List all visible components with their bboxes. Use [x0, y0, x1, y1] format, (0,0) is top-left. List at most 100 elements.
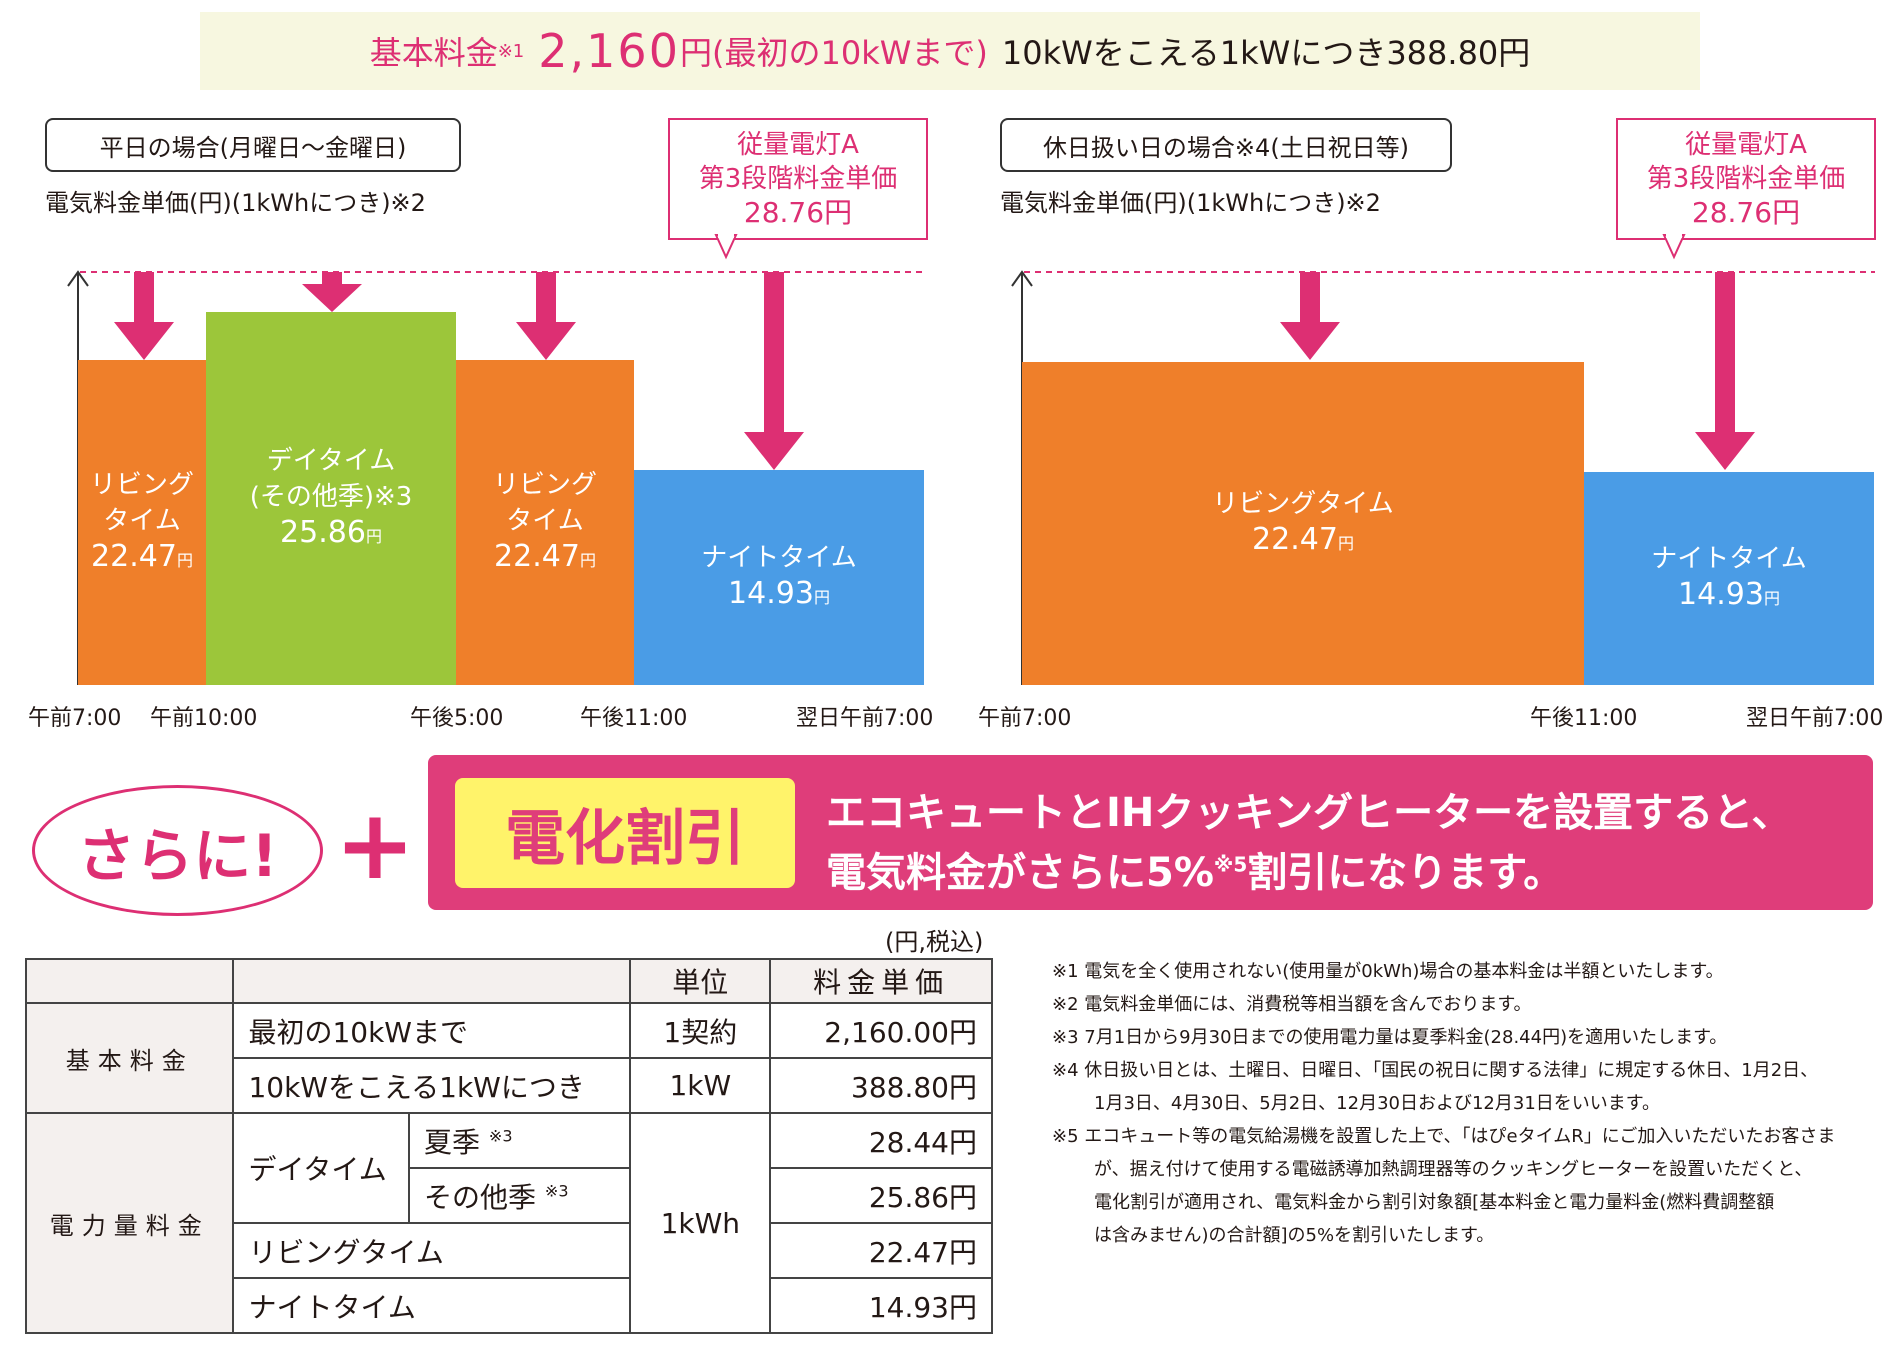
down-arrow-icon — [1280, 272, 1340, 360]
sarani-oval: さらに! — [32, 785, 323, 916]
row-price: 25.86円 — [769, 1167, 993, 1224]
basic-charge-condition: (最初の10kWまで) — [711, 34, 988, 72]
down-arrow-icon — [302, 272, 362, 312]
col-price-header: 料金単価 — [769, 958, 993, 1004]
col-unit-header: 単位 — [629, 958, 772, 1004]
promo-line-2b: 割引になります。 — [1247, 850, 1564, 896]
holiday-callout: 従量電灯A 第3段階料金単価 28.76円 — [1616, 118, 1876, 240]
promo-line-2a: 電気料金がさらに5% — [826, 850, 1214, 896]
footnote: ※1 電気を全く使用されない(使用量が0kWh)場合の基本料金は半額といたします… — [1052, 961, 1724, 982]
bar-label: ナイトタイム — [701, 542, 857, 573]
callout-line-1: 従量電灯A — [737, 130, 859, 160]
note-mark-3: ※3 — [488, 1126, 513, 1146]
bar-label: ナイトタイム — [1651, 543, 1807, 574]
bar-label: リビング — [89, 469, 194, 500]
row-unit: 1kW — [629, 1057, 772, 1114]
bar-label: タイム — [506, 505, 584, 536]
tick-label: 午後11:00 — [1530, 706, 1638, 731]
summer-label: 夏季 — [423, 1125, 480, 1159]
bar-label: デイタイム — [266, 445, 396, 476]
note-mark-3: ※3 — [544, 1181, 569, 1201]
basic-charge-label: 基本料金 — [369, 34, 498, 72]
row-unit: 1kWh — [629, 1112, 772, 1334]
footnote: は含みません)の合計額]の5%を割引いたします。 — [1094, 1225, 1495, 1246]
footnote: ※2 電気料金単価には、消費税等相当額を含んでおります。 — [1052, 994, 1532, 1015]
note-mark-1: ※1 — [497, 40, 525, 62]
row-label: デイタイム — [232, 1112, 410, 1224]
bar-price: 14.93 — [1678, 576, 1764, 612]
promo-line-2: 電気料金がさらに5%※5割引になります。 — [826, 840, 1563, 898]
footnote: ※5 エコキュート等の電気給湯機を設置した上で、「はぴeタイムR」にご加入いただ… — [1052, 1126, 1836, 1147]
bar-unit: 円 — [579, 550, 596, 570]
row-unit: 1契約 — [629, 1002, 772, 1059]
bar-price: 25.86 — [280, 514, 366, 550]
y-axis-arrow — [67, 270, 89, 287]
row-sublabel: その他季 ※3 — [407, 1167, 632, 1224]
row-label: 最初の10kWまで — [232, 1002, 632, 1059]
bar-label: タイム — [103, 505, 181, 536]
weekday-callout: 従量電灯A 第3段階料金単価 28.76円 — [668, 118, 928, 240]
y-axis-arrow — [1011, 270, 1033, 287]
bar-label: リビング — [492, 469, 597, 500]
basic-charge-price: 2,160 — [538, 24, 680, 78]
weekday-unit-label: 電気料金単価(円)(1kWhにつき)※2 — [45, 189, 426, 217]
callout-line-3: 28.76円 — [1691, 196, 1801, 229]
row-price: 2,160.00円 — [769, 1002, 993, 1059]
callout-tail — [1662, 234, 1686, 260]
yen-unit: 円 — [679, 34, 712, 72]
row-price: 388.80円 — [769, 1057, 993, 1114]
row-price: 14.93円 — [769, 1277, 993, 1334]
table-row: 基本料金 最初の10kWまで 1契約 2,160.00円 — [24, 1002, 993, 1114]
denka-discount-badge: 電化割引 — [455, 778, 795, 888]
callout-line-2: 第3段階料金単価 — [698, 164, 898, 194]
down-arrow-icon — [114, 272, 174, 360]
bar-price: 22.47 — [494, 538, 580, 574]
header-band: 基本料金 ※1 2,160 円 (最初の10kWまで) 10kWをこえる1kWに… — [200, 12, 1700, 90]
holiday-unit-label: 電気料金単価(円)(1kWhにつき)※2 — [1000, 189, 1381, 217]
rate-table: 単位 料金単価 基本料金 最初の10kWまで 1契約 2,160.00円 10k… — [24, 958, 993, 1334]
other-season-label: その他季 — [423, 1180, 536, 1214]
table-row: その他季 ※3 25.86円 — [26, 1167, 993, 1224]
tick-label: 午前7:00 — [978, 706, 1072, 731]
holiday-bar-night: ナイトタイム 14.93円 — [1584, 472, 1874, 685]
row-price: 28.44円 — [769, 1112, 993, 1169]
footnote: ※3 7月1日から9月30日までの使用電力量は夏季料金(28.44円)を適用いた… — [1052, 1027, 1728, 1048]
weekday-bar-living-1: リビング タイム 22.47円 — [78, 360, 206, 685]
row-label: リビングタイム — [232, 1222, 632, 1279]
plus-icon: + — [334, 789, 416, 901]
weekday-bar-night: ナイトタイム 14.93円 — [634, 470, 924, 685]
callout-line-2: 第3段階料金単価 — [1646, 164, 1846, 194]
header-line: 基本料金 ※1 2,160 円 (最初の10kWまで) 10kWをこえる1kWに… — [200, 12, 1700, 90]
footnote: ※4 休日扱い日とは、土曜日、日曜日、「国民の祝日に関する法律」に規定する休日、… — [1052, 1060, 1819, 1081]
callout-line-1: 従量電灯A — [1685, 130, 1807, 160]
weekday-bar-daytime: デイタイム (その他季)※3 25.86円 — [206, 312, 456, 685]
table-header-row: 単位 料金単価 — [24, 958, 993, 1004]
weekday-bar-living-2: リビング タイム 22.47円 — [456, 360, 634, 685]
callout-line-3: 28.76円 — [743, 196, 853, 229]
tick-label: 翌日午前7:00 — [1746, 706, 1884, 731]
bar-unit: 円 — [813, 587, 830, 607]
tick-label: 翌日午前7:00 — [796, 706, 934, 731]
additional-charge: 10kWをこえる1kWにつき388.80円 — [1001, 34, 1531, 72]
tax-note: (円,税込) — [885, 928, 984, 956]
weekday-arrows — [114, 272, 804, 470]
footnote: 1月3日、4月30日、5月2日、12月30日および12月31日をいいます。 — [1094, 1093, 1660, 1114]
bar-unit: 円 — [365, 526, 382, 546]
basic-charge-cell: 基本料金 — [24, 1002, 235, 1114]
holiday-arrows — [1280, 272, 1755, 470]
down-arrow-icon — [744, 272, 804, 470]
weekday-chart-title: 平日の場合(月曜日～金曜日) — [45, 118, 461, 172]
energy-charge-cell: 電力量料金 — [24, 1112, 235, 1334]
holiday-bar-living: リビングタイム 22.47円 — [1022, 362, 1584, 685]
holiday-chart-title: 休日扱い日の場合※4(土日祝日等) — [1000, 118, 1452, 172]
row-price: 22.47円 — [769, 1222, 993, 1279]
bar-label: (その他季)※3 — [249, 481, 413, 512]
table-row: リビングタイム 22.47円 — [26, 1222, 993, 1279]
row-label: 10kWをこえる1kWにつき — [232, 1057, 632, 1114]
footnote: 電化割引が適用され、電気料金から割引対象額[基本料金と電力量料金(燃料費調整額 — [1094, 1192, 1775, 1213]
tick-label: 午前10:00 — [150, 706, 258, 731]
tick-label: 午前7:00 — [28, 706, 122, 731]
note-mark-5: ※5 — [1213, 852, 1248, 877]
tick-label: 午後11:00 — [580, 706, 688, 731]
bar-price: 14.93 — [728, 575, 814, 611]
